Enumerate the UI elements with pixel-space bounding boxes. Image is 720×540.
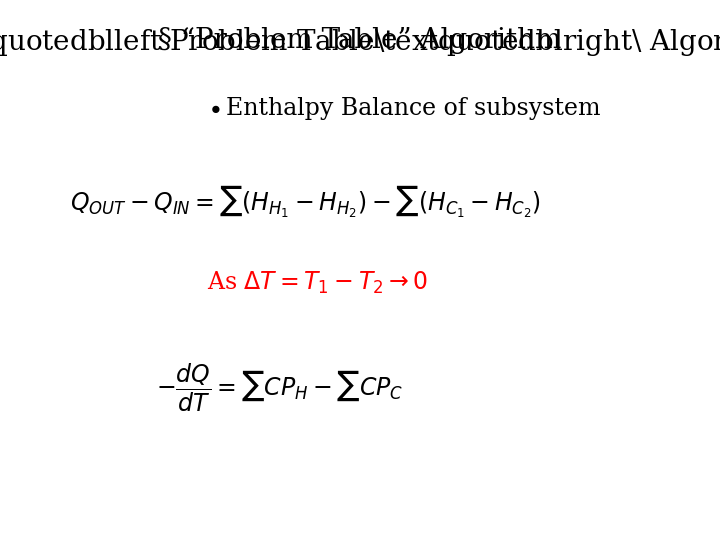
Text: $\bullet$: $\bullet$ [207, 97, 221, 120]
Text: $Q_{OUT} - Q_{IN} = \sum\left(H_{H_1} - H_{H_2}\right) - \sum\left(H_{C_1} - H_{: $Q_{OUT} - Q_{IN} = \sum\left(H_{H_1} - … [70, 184, 541, 220]
Text: $-\dfrac{dQ}{dT} = \sum CP_H - \sum CP_C$: $-\dfrac{dQ}{dT} = \sum CP_H - \sum CP_C… [156, 362, 404, 414]
Text: § “Problem Table” Algorithm: § “Problem Table” Algorithm [158, 27, 562, 54]
Text: $\S$ \textquotedblleft Problem Table\textquotedblright\ Algorithmm: $\S$ \textquotedblleft Problem Table\tex… [0, 27, 720, 58]
Text: As $\Delta T = T_1 - T_2 \rightarrow 0$: As $\Delta T = T_1 - T_2 \rightarrow 0$ [207, 270, 428, 296]
Text: Enthalpy Balance of subsystem: Enthalpy Balance of subsystem [225, 97, 600, 120]
